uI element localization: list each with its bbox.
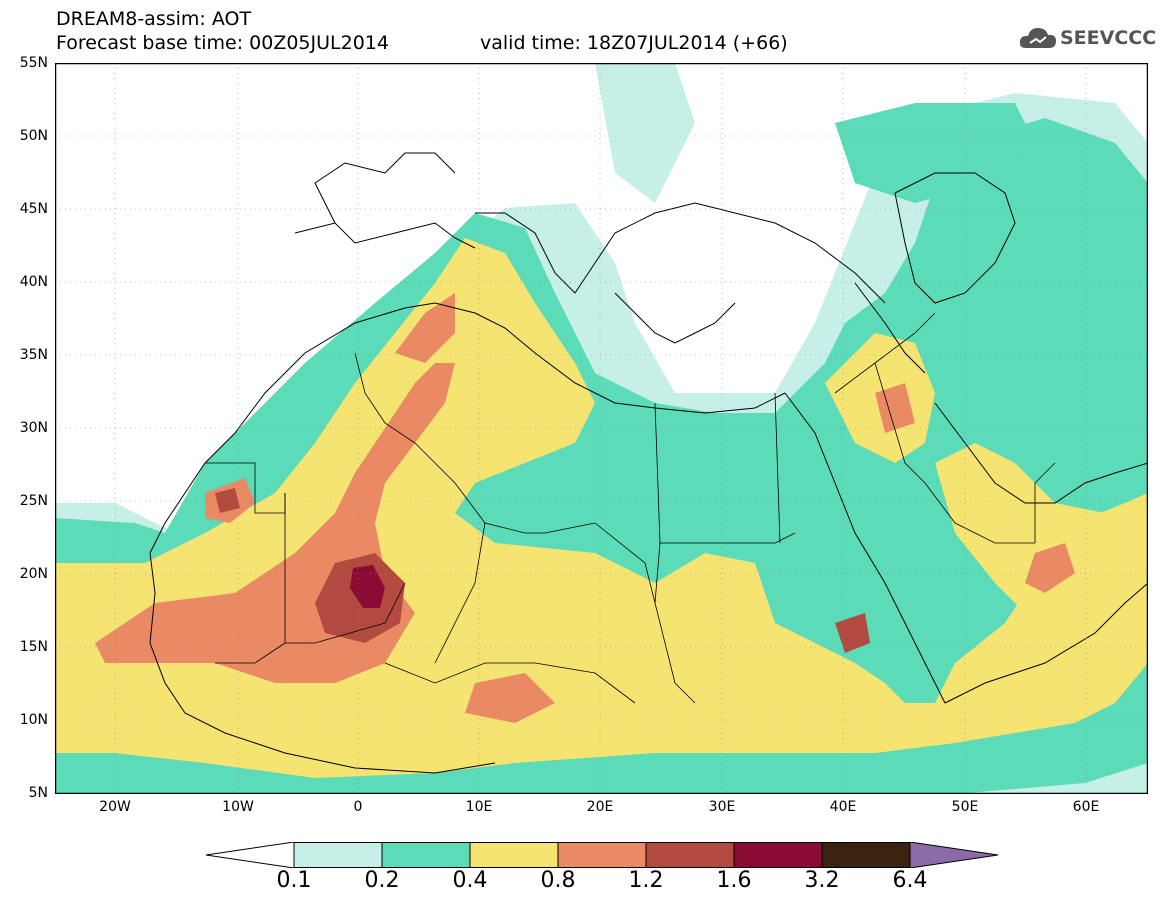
- lat-label: 10N: [19, 712, 48, 728]
- lat-label: 20N: [19, 566, 48, 582]
- map-grid: [55, 63, 1148, 794]
- colorbar-segment: [645, 842, 735, 868]
- lon-label: 0: [353, 799, 363, 815]
- map-frame: [55, 63, 1148, 794]
- logo-text: SEEVCCC: [1060, 27, 1157, 49]
- logo: SEEVCCC: [1018, 22, 1158, 56]
- lat-label: 45N: [19, 201, 48, 217]
- lat-label: 50N: [19, 128, 48, 144]
- aot-layer-1.6: [350, 565, 385, 608]
- lat-label: 35N: [19, 347, 48, 363]
- cloud-icon: [1019, 28, 1056, 48]
- colorbar-segment: [733, 842, 823, 868]
- colorbar-segment: [821, 842, 911, 868]
- colorbar-segment: [469, 842, 559, 868]
- lat-label: 15N: [19, 639, 48, 655]
- colorbar-label: 0.8: [540, 868, 576, 893]
- colorbar-segment: [293, 842, 383, 868]
- colorbar-label: 0.2: [364, 868, 400, 893]
- lon-label: 40E: [829, 799, 857, 815]
- borders: [205, 312, 1056, 704]
- colorbar-label: 1.2: [628, 868, 664, 893]
- colorbar-label: 1.6: [716, 868, 752, 893]
- lon-label: 20W: [99, 799, 131, 815]
- lon-label: 30E: [708, 799, 736, 815]
- forecast-base-time: Forecast base time: 00Z05JUL2014: [56, 32, 389, 54]
- colorbar-segment: [381, 842, 471, 868]
- colorbar-label: 0.1: [276, 868, 312, 893]
- aot-map: [55, 63, 1148, 794]
- map-title: DREAM8-assim: AOT: [56, 8, 252, 30]
- lat-label: 40N: [19, 274, 48, 290]
- lat-label: 30N: [19, 420, 48, 436]
- lon-label: 10W: [222, 799, 254, 815]
- lon-label: 60E: [1072, 799, 1100, 815]
- lon-label: 50E: [951, 799, 979, 815]
- colorbar-label: 3.2: [804, 868, 840, 893]
- colorbar-segment: [206, 842, 295, 868]
- lat-label: 5N: [28, 785, 48, 801]
- colorbar-segment: [909, 842, 998, 868]
- coastlines: [149, 152, 1148, 774]
- lat-label: 25N: [19, 493, 48, 509]
- colorbar-label: 6.4: [892, 868, 928, 893]
- colorbar-label: 0.4: [452, 868, 488, 893]
- lon-label: 10E: [465, 799, 493, 815]
- colorbar-segment: [557, 842, 647, 868]
- colorbar: [206, 842, 998, 868]
- lon-label: 20E: [586, 799, 614, 815]
- lat-label: 55N: [19, 55, 48, 71]
- valid-time: valid time: 18Z07JUL2014 (+66): [480, 32, 788, 54]
